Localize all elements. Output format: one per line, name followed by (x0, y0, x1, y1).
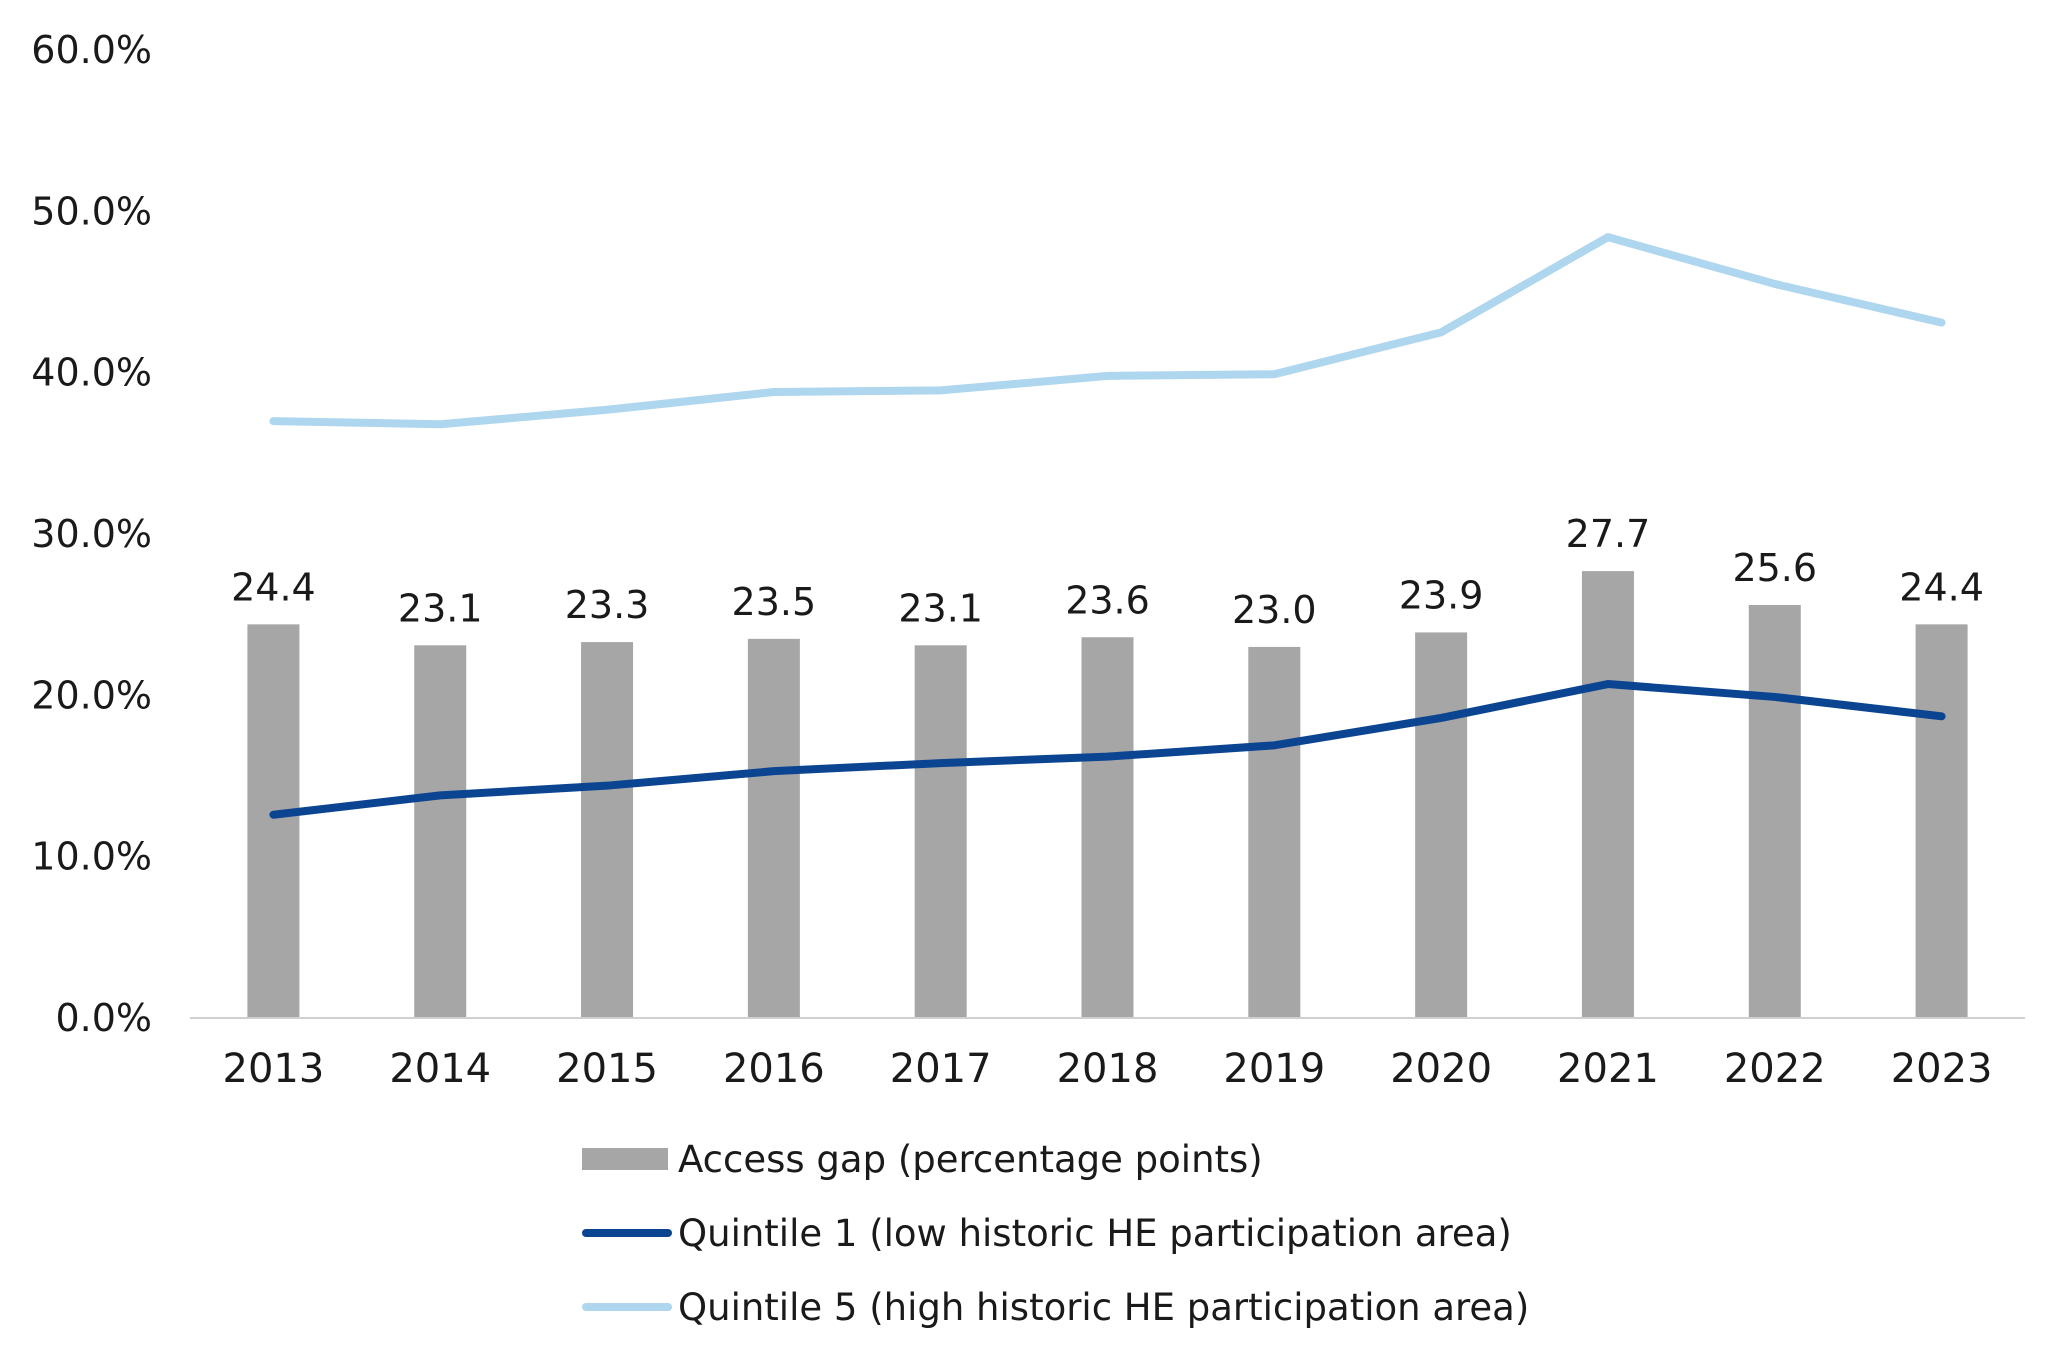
bar-2014 (414, 645, 467, 1018)
legend-swatch (582, 1148, 668, 1170)
x-tick-label: 2018 (1057, 1046, 1159, 1092)
data-label-2021: 27.7 (1566, 512, 1651, 556)
data-label-2023: 24.4 (1899, 565, 1984, 609)
y-tick-label: 0.0% (55, 996, 152, 1040)
data-label-2016: 23.5 (732, 580, 817, 624)
legend-label: Quintile 5 (high historic HE participati… (678, 1286, 1529, 1329)
x-tick-label: 2020 (1390, 1046, 1492, 1092)
x-tick-label: 2021 (1557, 1046, 1659, 1092)
legend-label: Quintile 1 (low historic HE participatio… (678, 1212, 1512, 1255)
bar-series-access-gap: 24.4 23.1 23.3 23.5 23.1 23.6 23.0 23.9 27.7 25.6… (231, 512, 1984, 1018)
data-label-2013: 24.4 (231, 565, 316, 609)
legend-label: Access gap (percentage points) (678, 1138, 1263, 1181)
data-label-2022: 25.6 (1732, 546, 1817, 590)
x-tick-label: 2017 (890, 1046, 992, 1092)
x-tick-label: 2015 (556, 1046, 658, 1092)
bar-2017 (914, 645, 967, 1018)
y-tick-label: 60.0% (31, 28, 152, 72)
legend-item-quintile-1: Quintile 1 (low historic HE participatio… (582, 1212, 1512, 1255)
data-label-2019: 23.0 (1232, 588, 1317, 632)
x-tick-label: 2022 (1724, 1046, 1826, 1092)
data-label-2018: 23.6 (1065, 578, 1150, 622)
x-tick-label: 2023 (1891, 1046, 1993, 1092)
x-tick-label: 2014 (389, 1046, 491, 1092)
x-axis: 2013 2014 2015 2016 2017 2018 2019 2020 2021 2022… (223, 1046, 1993, 1092)
bar-2013 (247, 624, 300, 1018)
bar-2016 (747, 638, 800, 1018)
y-tick-label: 30.0% (31, 512, 152, 556)
y-axis: 0.0% 10.0% 20.0% 30.0% 40.0% 50.0% 60.0% (31, 28, 152, 1040)
y-tick-label: 10.0% (31, 835, 152, 879)
legend-item-quintile-5: Quintile 5 (high historic HE participati… (582, 1286, 1529, 1329)
bar-2018 (1081, 637, 1134, 1018)
line-quintile-1 (269, 680, 1946, 819)
y-tick-label: 50.0% (31, 189, 152, 233)
x-tick-label: 2013 (223, 1046, 325, 1092)
bar-2022 (1748, 604, 1801, 1018)
y-tick-label: 40.0% (31, 351, 152, 395)
legend: Access gap (percentage points) Quintile 1… (582, 1138, 1529, 1329)
bar-2021 (1581, 571, 1634, 1018)
line-series (269, 233, 1946, 819)
data-label-2017: 23.1 (898, 586, 983, 630)
legend-item-access-gap: Access gap (percentage points) (582, 1138, 1263, 1181)
line-quintile-5 (269, 233, 1946, 429)
bar-2023 (1915, 624, 1968, 1018)
data-label-2014: 23.1 (398, 586, 483, 630)
x-tick-label: 2019 (1223, 1046, 1325, 1092)
data-label-2020: 23.9 (1399, 573, 1484, 617)
data-label-2015: 23.3 (565, 583, 650, 627)
bar-2019 (1248, 646, 1301, 1018)
bar-2015 (581, 642, 634, 1018)
y-tick-label: 20.0% (31, 673, 152, 717)
x-tick-label: 2016 (723, 1046, 825, 1092)
bar-2020 (1415, 632, 1468, 1018)
